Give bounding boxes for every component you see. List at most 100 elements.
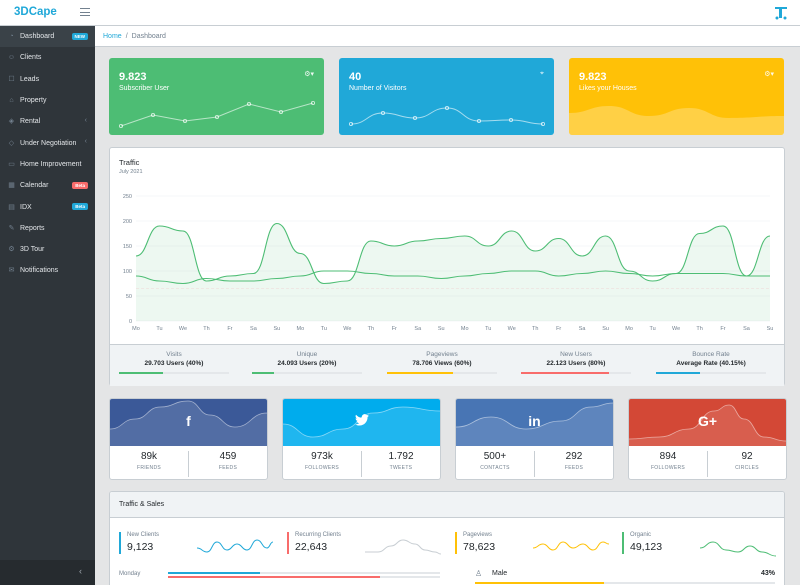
- traffic-stat-value: 24.093 Users (20%): [277, 360, 337, 367]
- traffic-sales-title: Traffic & Sales: [110, 492, 784, 518]
- traffic-stat-value: 29.703 Users (40%): [144, 360, 204, 367]
- sales-metric-value: 9,123: [127, 541, 154, 553]
- new-badge: NEW: [71, 33, 88, 40]
- x-tick-label: We: [508, 326, 516, 332]
- stat-label: Number of Visitors: [349, 85, 407, 92]
- x-tick-label: Tu: [156, 326, 162, 332]
- social-stat-label: FOLLOWERS: [650, 465, 686, 471]
- sales-metric-label: Pageviews: [463, 532, 493, 538]
- progress-fill: [387, 372, 453, 374]
- gear-icon[interactable]: ⚙▾: [764, 71, 774, 78]
- series-line: [135, 222, 771, 285]
- traffic-line-chart: 0 50 100 150 200 250 Mo Tu We Th Fr Sa Su Mo Tu We Th Fr S…: [123, 194, 774, 332]
- breadcrumb-separator: /: [125, 32, 128, 40]
- sidebar-item-home-improvement[interactable]: ▭ Home Improvement: [0, 154, 95, 175]
- wave-area: [456, 403, 613, 446]
- stat-point: [445, 106, 450, 111]
- sidebar-item-label: IDX: [20, 203, 32, 211]
- series-line: [135, 270, 770, 285]
- sidebar-item-property[interactable]: ⌂ Property: [0, 90, 95, 111]
- sidebar-item-rental[interactable]: ◈ Rental ‹: [0, 111, 95, 132]
- sales-metric: Recurring Clients 22,643: [287, 532, 341, 554]
- sales-metric-value: 49,123: [630, 541, 663, 553]
- leads-icon: ☐: [8, 75, 15, 83]
- sidebar-minimizer[interactable]: ‹: [0, 560, 95, 585]
- speedometer-icon: ◔: [9, 33, 14, 41]
- sidebar-item-label: Dashboard: [20, 33, 55, 41]
- x-tick-label: Mo: [297, 326, 305, 332]
- sidebar-item-under-negotiation[interactable]: ◇ Under Negotiation ‹: [0, 132, 95, 153]
- traffic-stat-label: Unique: [296, 351, 318, 358]
- x-tick-label: Tu: [485, 326, 491, 332]
- sidebar-item-3d-tour[interactable]: ⚙ 3D Tour: [0, 239, 95, 260]
- stat-point: [215, 115, 220, 120]
- progress-bar: [119, 372, 229, 374]
- avatar-icon[interactable]: [773, 5, 789, 21]
- stat-value: 40: [349, 71, 362, 83]
- x-tick-label: We: [672, 326, 680, 332]
- chevron-left-icon: ‹: [79, 566, 82, 576]
- sidebar-item-leads[interactable]: ☐ Leads: [0, 69, 95, 90]
- progress-bar: [475, 582, 775, 584]
- stat-value: 9.823: [579, 71, 607, 83]
- gear-icon[interactable]: ⚙▾: [304, 71, 314, 78]
- x-tick-label: Sa: [743, 326, 751, 332]
- sales-sparkline: [365, 539, 442, 555]
- hamburger-icon[interactable]: [80, 8, 90, 16]
- social-card-google-plus: G+ 894 FOLLOWERS 92 CIRCLES: [628, 398, 787, 480]
- sidebar-item-idx[interactable]: ▤ IDX Beta: [0, 196, 95, 217]
- stat-point: [413, 116, 418, 121]
- sidebar-item-calendar[interactable]: ▦ Calendar Beta: [0, 175, 95, 196]
- traffic-stat-label: Pageviews: [426, 351, 458, 358]
- stat-point: [381, 111, 386, 116]
- twitter-icon[interactable]: [283, 413, 440, 429]
- progress-fill: [475, 582, 604, 584]
- home-icon: ⌂: [9, 97, 14, 105]
- linkedin-icon[interactable]: in: [528, 413, 541, 429]
- traffic-stat-visits: Visits 29.703 Users (40%): [119, 351, 229, 374]
- gender-label: Male: [492, 570, 508, 577]
- sales-sparkline: [532, 541, 610, 551]
- sidebar-item-reports[interactable]: ✎ Reports: [0, 218, 95, 239]
- progress-bar: [252, 372, 362, 374]
- social-header: f: [110, 399, 267, 446]
- x-tick-label: Sa: [250, 326, 258, 332]
- social-stat-label: CONTACTS: [480, 465, 510, 471]
- x-tick-label: Th: [203, 326, 209, 332]
- social-stat-value: 500+: [483, 451, 507, 462]
- x-tick-label: Fr: [392, 326, 397, 332]
- sparkline-path: [532, 541, 610, 551]
- divider: [707, 451, 708, 477]
- location-pin-icon[interactable]: ⌖: [540, 70, 544, 77]
- x-tick-label: Sa: [414, 326, 422, 332]
- social-stat-label: CIRCLES: [735, 465, 759, 471]
- chevron-left-icon: ‹: [84, 138, 87, 146]
- social-stat: 89k FRIENDS: [110, 451, 188, 471]
- stat-line-chart: [118, 101, 315, 129]
- stat-area-chart: [569, 106, 784, 135]
- traffic-title: Traffic: [119, 158, 140, 167]
- traffic-stat-value: 78.706 Views (60%): [412, 360, 472, 367]
- progress-bar: [521, 372, 631, 374]
- facebook-icon[interactable]: f: [186, 413, 191, 429]
- sales-sparkline: [196, 539, 274, 553]
- stat-point: [310, 101, 315, 106]
- y-tick-label: 200: [123, 219, 132, 225]
- stat-label: Likes your Houses: [579, 85, 637, 92]
- sidebar-item-dashboard[interactable]: ◔ Dashboard NEW: [0, 26, 95, 48]
- google-plus-icon[interactable]: G+: [697, 413, 718, 429]
- y-tick-label: 100: [123, 269, 132, 275]
- sidebar-item-notifications[interactable]: ✉ Notifications: [0, 260, 95, 281]
- idx-icon: ▤: [8, 203, 15, 211]
- chevron-left-icon: ‹: [84, 117, 87, 125]
- progress-fill: [168, 576, 380, 578]
- brand-logo[interactable]: 3DCape: [14, 6, 57, 18]
- breadcrumb-home-link[interactable]: Home: [103, 32, 122, 40]
- stat-line: [120, 102, 314, 127]
- x-tick-label: Tu: [321, 326, 327, 332]
- social-stat-value: 1.792: [388, 451, 414, 462]
- sidebar-item-label: Property: [20, 97, 47, 105]
- sidebar-item-clients[interactable]: ☺ Clients: [0, 47, 95, 68]
- social-card-facebook: f 89k FRIENDS 459 FEEDS: [109, 398, 268, 480]
- x-tick-label: We: [343, 326, 351, 332]
